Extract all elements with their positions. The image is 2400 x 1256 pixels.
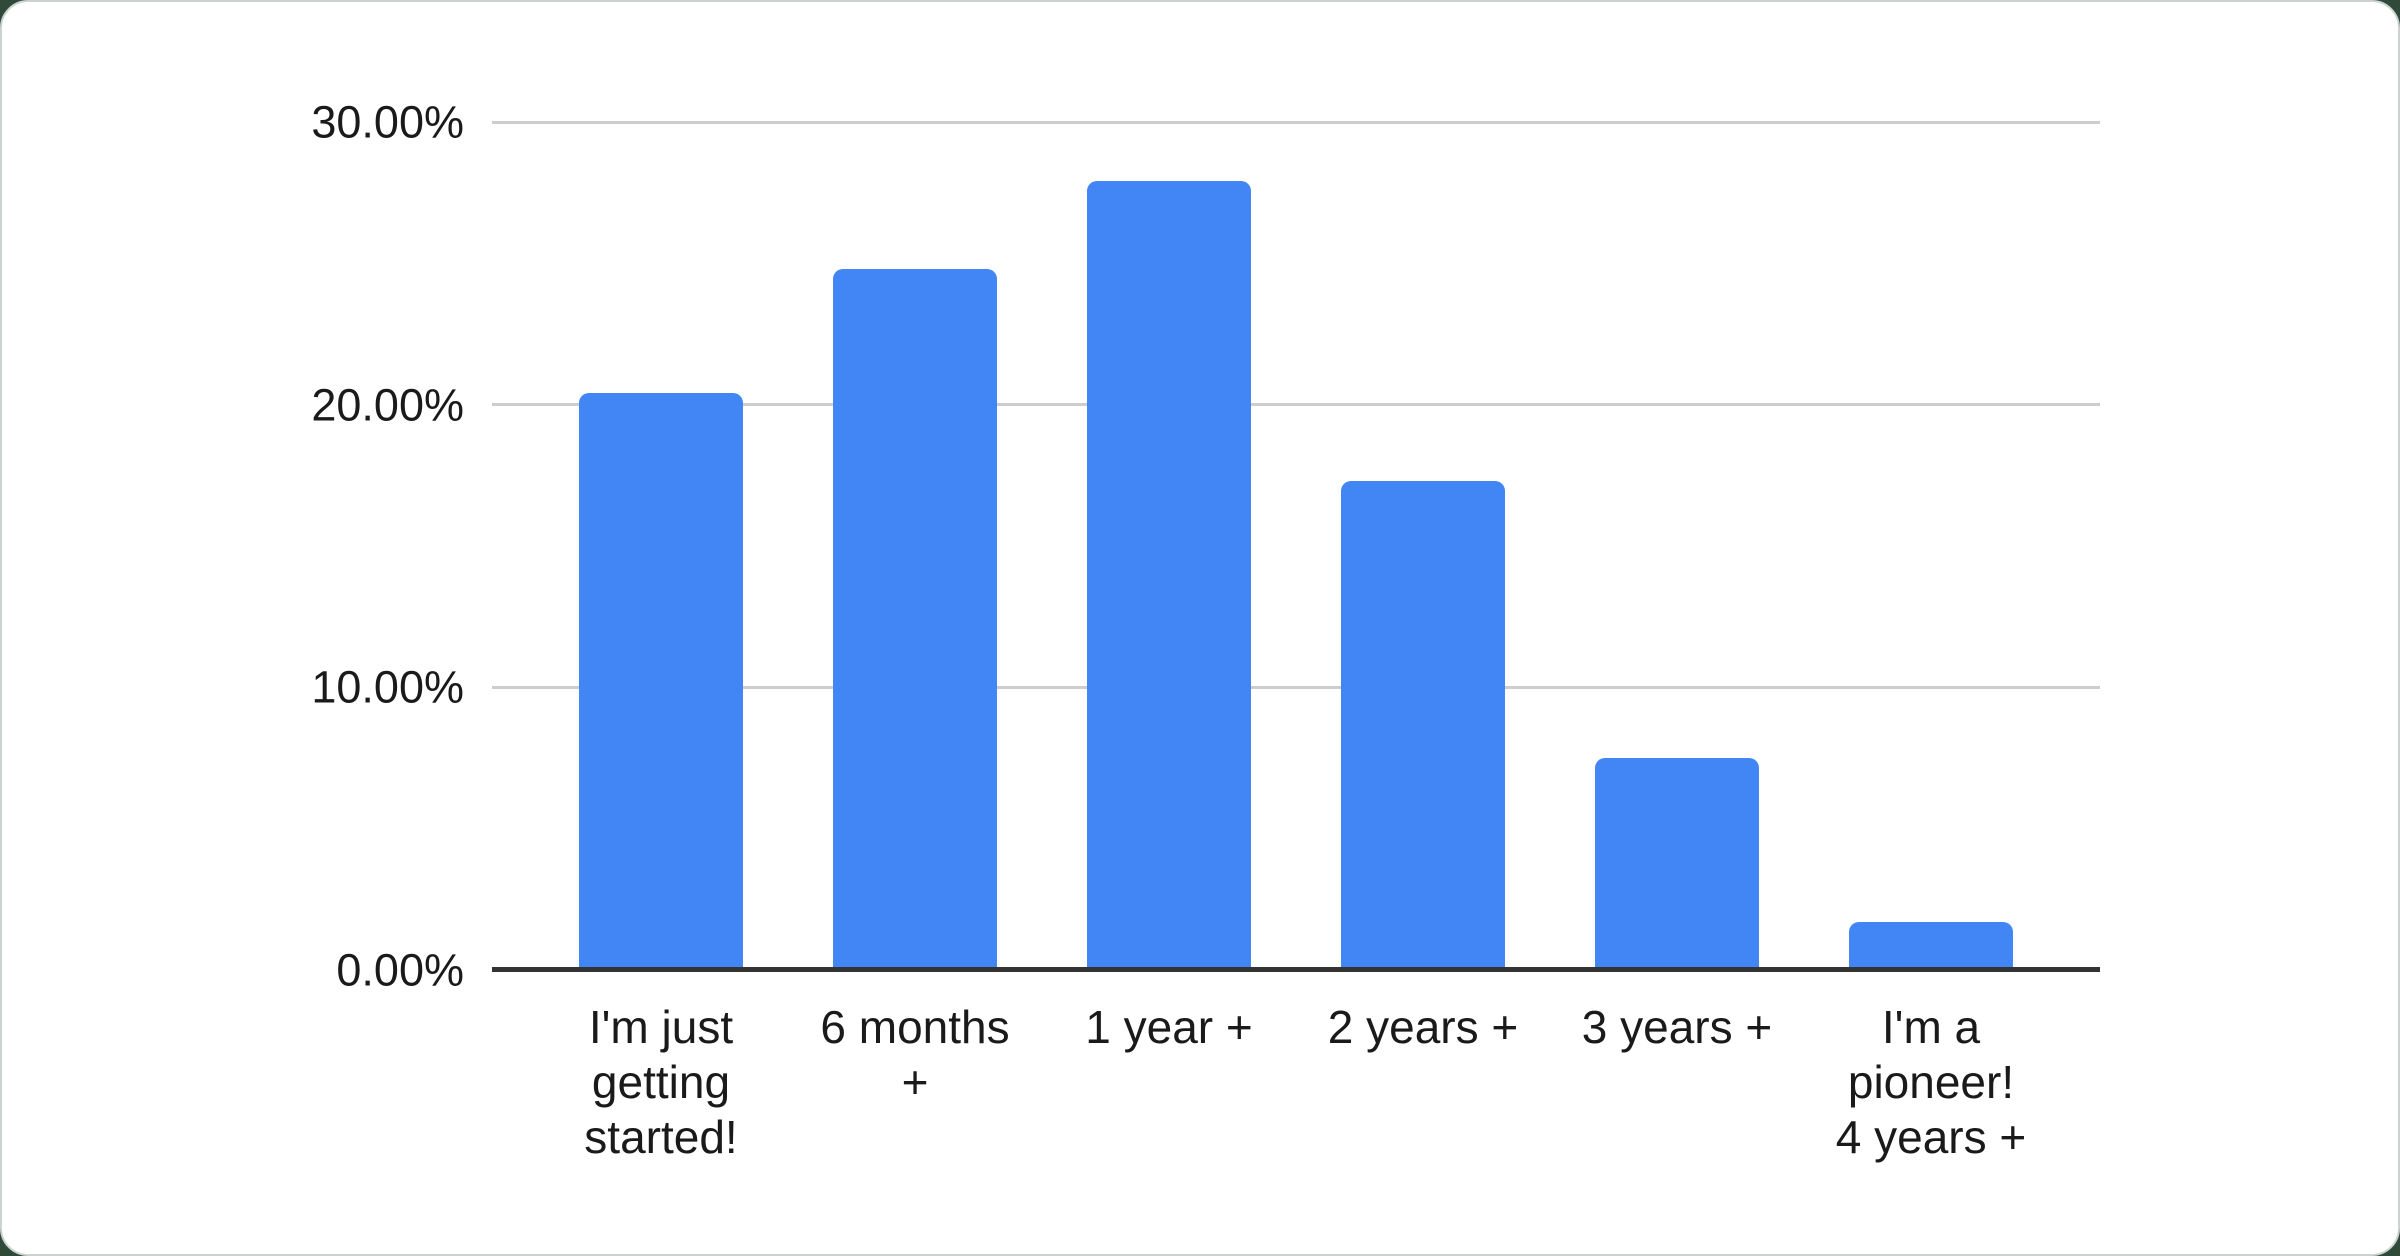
x-category-label-line: pioneer! [1847,1056,2015,1108]
x-category-label-line: + [901,1056,929,1108]
x-category-label: I'm a pioneer! 4 years + [1836,1000,2027,1165]
x-category-label: 2 years + [1328,1000,1519,1055]
x-category-label: 1 year + [1085,1000,1253,1055]
x-category-label-line: 1 year + [1085,1001,1253,1053]
x-category-label: 6 months + [820,1000,1009,1110]
bar-3 [1087,181,1251,970]
x-category-label-line: 6 months [820,1001,1010,1053]
x-category-label: I'm just getting started! [584,1000,737,1165]
y-tick-label: 30.00% [311,96,464,148]
plot-area: 0.00% 10.00% 20.00% 30.00% I'm just getting s… [311,100,2100,1163]
gridline [492,403,2100,407]
x-category-label-line: 4 years + [1835,1111,2027,1163]
x-category-label-line: I'm a [1881,1001,1981,1053]
x-category-label-line: 2 years + [1327,1001,1519,1053]
bar-4 [1341,481,1505,970]
x-category-label-line: getting [591,1056,731,1108]
x-category-label-line: started! [584,1111,738,1163]
y-tick-label: 10.00% [311,661,464,713]
bar-1 [579,393,743,970]
x-category-label-line: I'm just [588,1001,734,1053]
x-category-label-line: 3 years + [1581,1001,1773,1053]
bar-6 [1849,921,2013,970]
bar-2 [833,269,997,970]
x-category-label: 3 years + [1582,1000,1773,1055]
y-tick-label: 20.00% [311,379,464,431]
x-axis-line [492,967,2100,972]
gridline [492,685,2100,689]
gridline [492,120,2100,124]
y-tick-label: 0.00% [336,944,464,996]
bar-5 [1595,758,1759,970]
